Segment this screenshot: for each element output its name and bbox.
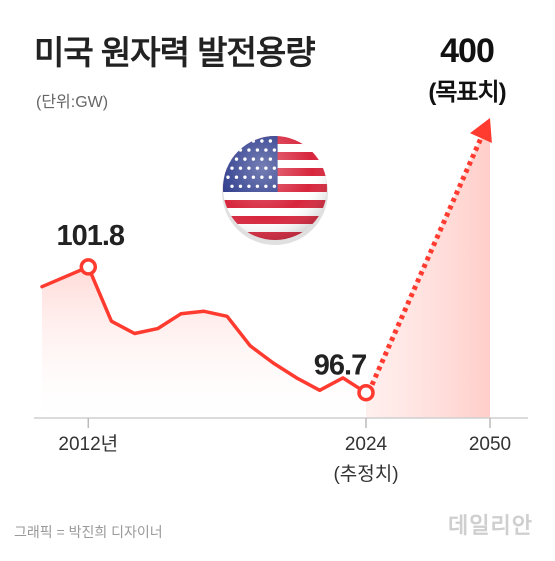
data-label: 101.8 [56,220,124,252]
target-caption: (목표치) [428,79,506,106]
target-value-label: 400 [440,32,495,70]
flag-star [226,157,230,161]
flag-gloss [223,136,327,240]
x-tick-sublabel: (추정치) [333,463,398,485]
history-line [40,265,368,395]
history-area [42,266,366,418]
data-point-marker [79,258,98,276]
brand-logo: 데일리안 [448,513,533,538]
data-point-marker [357,383,375,402]
projection-line [369,133,485,386]
unit-label: (단위:GW) [36,94,109,111]
chart-title: 미국 원자력 발전용량 [34,34,316,71]
flag-star [243,139,247,143]
flag-star [226,139,230,143]
data-label: 96.7 [314,350,366,382]
x-tick-label: 2012년 [58,433,118,455]
flag-star [234,139,239,143]
graphic-credit: 그래픽 = 박진희 디자이너 [14,524,163,540]
us-flag-icon [222,136,328,245]
x-tick-label: 2024 [345,434,388,455]
x-tick-label: 2050 [469,434,511,455]
projection-arrowhead [470,118,492,143]
flag-star [230,148,234,152]
